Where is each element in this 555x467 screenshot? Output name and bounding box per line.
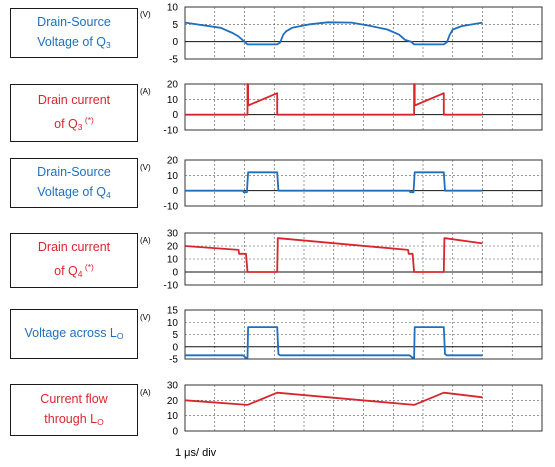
label-subscript: 4 xyxy=(77,269,83,279)
label-subscript: O xyxy=(116,330,124,341)
panel-1-label-line: Drain-Source xyxy=(37,12,111,32)
panel-5-label: Voltage across LO xyxy=(10,309,138,359)
waveform-line xyxy=(185,326,483,359)
y-tick-label: -5 xyxy=(169,355,178,366)
plot-frame xyxy=(184,384,543,432)
y-tick-label: 0 xyxy=(172,37,178,48)
y-tick-label: 0 xyxy=(172,110,178,121)
panel-5-label-line: Voltage across LO xyxy=(24,323,123,346)
y-tick-label: 10 xyxy=(167,3,179,14)
label-text: of Q xyxy=(54,264,78,278)
y-tick-label: 0 xyxy=(172,186,178,197)
waveform-line xyxy=(184,391,483,406)
y-tick-label: 30 xyxy=(167,229,179,240)
y-tick-label: -10 xyxy=(164,202,179,213)
y-tick-label: 10 xyxy=(167,95,179,106)
label-subscript: 3 xyxy=(106,39,111,50)
panel-4-label-line: Drain current xyxy=(38,237,110,257)
y-tick-label: 20 xyxy=(167,156,179,167)
panel-4-label: Drain current of Q4 (*) xyxy=(10,233,138,288)
y-tick-label: 10 xyxy=(167,255,179,266)
panel-6-label-line: Current flow xyxy=(40,389,107,409)
panel-6-label: Current flow through LO xyxy=(10,384,138,436)
label-subscript: O xyxy=(97,416,104,427)
y-tick-label: 0 xyxy=(172,427,178,438)
panel-4-label-line: of Q4 (*) xyxy=(54,257,94,284)
panel-3-label: Drain-Source Voltage of Q4 xyxy=(10,158,138,208)
y-tick-label: -5 xyxy=(169,55,178,66)
unit-label: (V) xyxy=(140,10,151,19)
y-tick-label: 20 xyxy=(167,396,179,407)
time-scale-label: 1 μs/ div xyxy=(175,447,217,459)
plot-frame xyxy=(184,83,543,131)
waveform-line xyxy=(184,21,483,46)
waveform-line xyxy=(185,83,483,116)
panel-2-label-line: Drain current xyxy=(38,90,110,110)
y-tick-label: 20 xyxy=(167,242,179,253)
label-text: Drain current xyxy=(37,92,111,107)
unit-label: (V) xyxy=(140,313,151,322)
label-subscript: 3 xyxy=(77,121,83,132)
panel-3-label-line: Voltage of Q4 xyxy=(37,182,111,205)
label-text: Drain-Source xyxy=(37,164,111,179)
label-text: Drain current xyxy=(37,240,111,254)
y-tick-label: 10 xyxy=(167,171,179,182)
waveform-line xyxy=(185,171,483,194)
panel-2-label: Drain current of Q3 (*) xyxy=(10,84,138,142)
label-footnote-mark: (*) xyxy=(82,114,94,125)
unit-label: (A) xyxy=(140,236,151,245)
panel-6-label-line: through LO xyxy=(44,409,103,432)
y-tick-label: 20 xyxy=(167,80,179,91)
label-text: through L xyxy=(44,411,98,426)
plot-frame xyxy=(184,159,543,207)
y-tick-label: 0 xyxy=(172,268,178,279)
label-subscript: 4 xyxy=(106,189,111,200)
label-text: of Q xyxy=(54,116,78,131)
panel-1-label: Drain-Source Voltage of Q3 xyxy=(10,8,138,58)
waveform-line xyxy=(184,237,483,273)
y-tick-label: 15 xyxy=(167,306,179,317)
unit-label: (A) xyxy=(140,388,151,397)
label-text: Voltage of Q xyxy=(37,34,107,49)
label-text: Drain-Source xyxy=(37,14,111,29)
y-tick-label: 5 xyxy=(172,20,178,31)
unit-label: (A) xyxy=(140,87,151,96)
label-text: Voltage across L xyxy=(24,325,117,340)
y-tick-label: 10 xyxy=(167,318,179,329)
panel-1-label-line: Voltage of Q3 xyxy=(37,32,111,55)
label-text: Current flow xyxy=(40,391,108,406)
label-footnote-mark: (*) xyxy=(82,262,94,272)
y-tick-label: 30 xyxy=(167,381,179,392)
label-text: Voltage of Q xyxy=(37,184,107,199)
panel-3-label-line: Drain-Source xyxy=(37,162,111,182)
y-tick-label: 10 xyxy=(167,411,179,422)
y-tick-label: -10 xyxy=(164,281,179,292)
y-tick-label: 0 xyxy=(172,342,178,353)
y-tick-label: 5 xyxy=(172,330,178,341)
y-tick-label: -10 xyxy=(164,126,179,137)
unit-label: (V) xyxy=(140,163,151,172)
panel-2-label-line: of Q3 (*) xyxy=(54,110,94,137)
